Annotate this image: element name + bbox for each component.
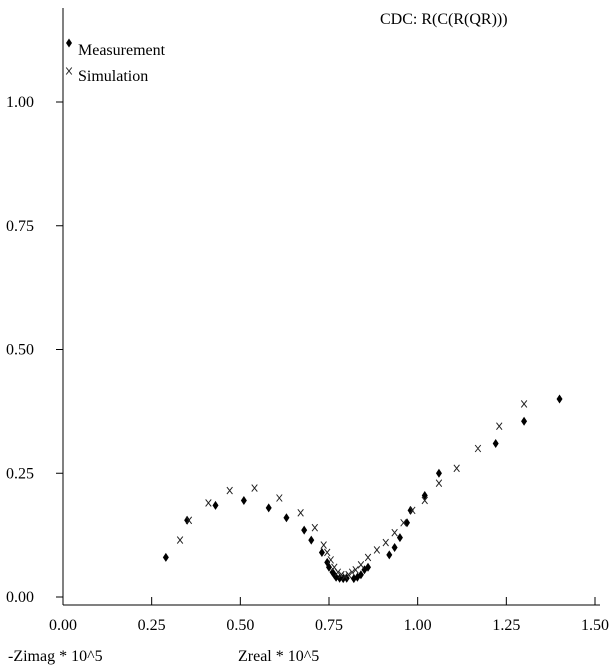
simulation-point xyxy=(345,570,352,579)
simulation-point xyxy=(324,548,331,557)
measurement-point xyxy=(492,439,499,449)
simulation-point xyxy=(205,499,212,507)
simulation-point xyxy=(453,464,460,473)
measurement-point xyxy=(435,468,442,478)
measurement-point xyxy=(556,394,563,404)
legend-measurement-marker xyxy=(66,38,72,48)
measurement-point xyxy=(336,573,343,583)
measurement-point xyxy=(162,552,169,562)
y-tick-label: 0.50 xyxy=(6,342,34,359)
legend-simulation-marker xyxy=(65,67,73,75)
series-measurement xyxy=(162,394,563,584)
measurement-point xyxy=(521,416,528,426)
series-simulation xyxy=(176,400,528,581)
legend-simulation-label: Simulation xyxy=(78,68,148,85)
measurement-point xyxy=(407,505,414,515)
simulation-point xyxy=(382,538,389,547)
simulation-point xyxy=(341,572,349,581)
simulation-point xyxy=(435,479,443,487)
x-tick-label: 0.00 xyxy=(49,617,77,634)
simulation-point xyxy=(185,516,193,525)
measurement-point xyxy=(404,518,411,528)
measurement-point xyxy=(391,543,398,552)
measurement-point xyxy=(212,500,219,510)
simulation-point xyxy=(373,546,381,554)
y-tick-label: 1.00 xyxy=(6,94,34,111)
axes xyxy=(62,8,600,606)
simulation-point xyxy=(251,484,258,492)
measurement-point xyxy=(421,491,428,501)
x-axis-caption: Zreal * 10^5 xyxy=(238,648,319,665)
measurement-point xyxy=(184,515,191,525)
measurement-point xyxy=(283,513,290,523)
simulation-point xyxy=(400,518,407,527)
x-tick-label: 1.50 xyxy=(581,617,609,634)
simulation-point xyxy=(352,565,359,574)
data-marks xyxy=(162,394,563,584)
y-tick-label: 0.00 xyxy=(6,589,34,606)
measurement-point xyxy=(396,533,403,543)
simulation-point xyxy=(364,553,372,562)
measurement-point xyxy=(318,547,325,557)
simulation-point xyxy=(496,422,503,431)
simulation-point xyxy=(327,556,334,564)
simulation-point xyxy=(320,541,327,549)
y-tick-label: 0.25 xyxy=(6,465,34,482)
measurement-point xyxy=(365,562,372,572)
simulation-point xyxy=(297,509,304,517)
simulation-legend-symbol xyxy=(65,67,73,75)
y-axis-caption: -Zimag * 10^5 xyxy=(8,648,103,665)
measurement-point xyxy=(265,503,272,513)
measurement-point xyxy=(326,562,332,572)
simulation-point xyxy=(421,496,428,505)
y-ticks: 0.00 0.25 0.50 0.75 1.00 xyxy=(6,94,63,606)
measurement-point xyxy=(308,535,315,545)
simulation-point xyxy=(348,568,356,577)
simulation-point xyxy=(226,486,233,495)
chart-title: CDC: R(C(R(QR))) xyxy=(380,11,508,28)
simulation-point xyxy=(357,561,365,569)
x-ticks: 0.00 0.25 0.50 0.75 1.00 1.25 1.50 xyxy=(49,597,609,634)
simulation-point xyxy=(338,570,345,579)
measurement-point xyxy=(386,550,393,560)
simulation-point xyxy=(311,523,319,532)
x-tick-label: 1.25 xyxy=(492,617,520,634)
x-tick-label: 0.50 xyxy=(226,617,254,634)
simulation-point xyxy=(176,536,184,544)
measurement-legend-symbol xyxy=(66,38,72,48)
legend: Measurement Simulation xyxy=(65,38,166,85)
simulation-point xyxy=(474,444,482,453)
legend-measurement-label: Measurement xyxy=(78,42,166,59)
x-tick-label: 1.00 xyxy=(404,617,432,634)
simulation-point xyxy=(334,568,342,577)
simulation-point xyxy=(409,506,416,515)
measurement-point xyxy=(240,495,247,505)
measurement-point xyxy=(301,525,308,535)
x-tick-label: 0.25 xyxy=(138,617,166,634)
measurement-point xyxy=(357,570,364,580)
y-tick-label: 0.75 xyxy=(6,218,34,235)
x-tick-label: 0.75 xyxy=(315,617,343,634)
simulation-point xyxy=(391,528,398,537)
simulation-point xyxy=(276,494,283,502)
simulation-point xyxy=(520,400,528,408)
